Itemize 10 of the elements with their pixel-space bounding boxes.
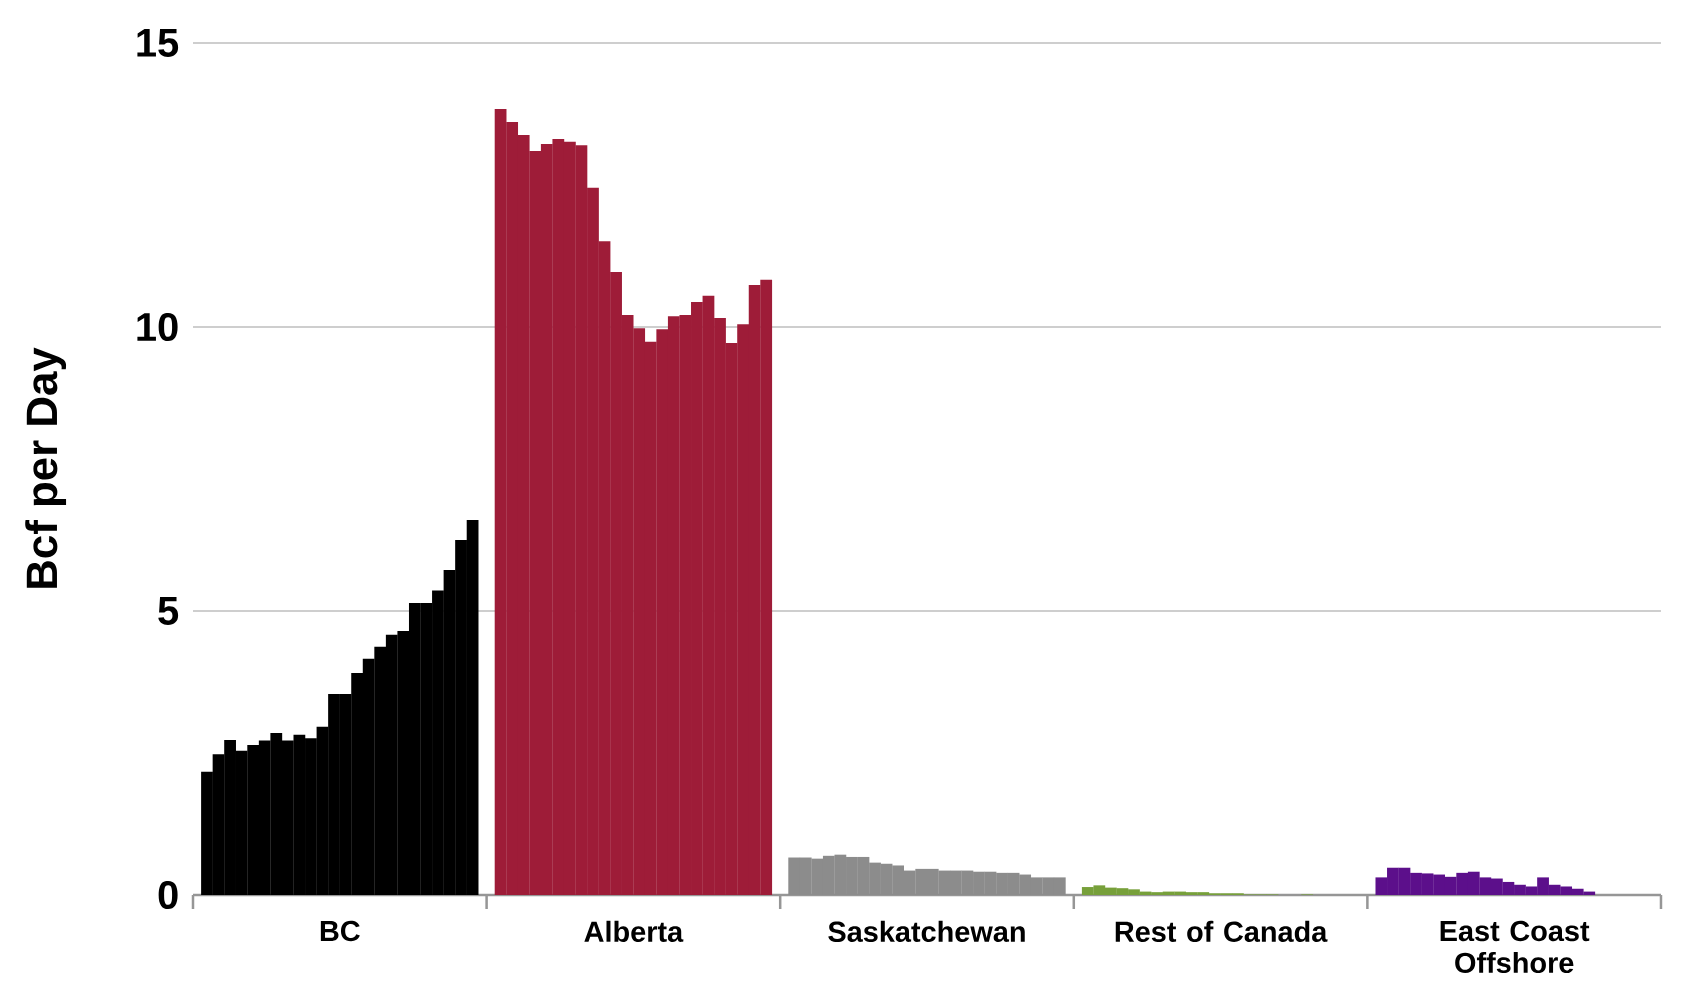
x-tick-label: Alberta (584, 920, 684, 942)
x-tick-label: East Coast Offshore (1440, 920, 1590, 974)
x-tick-label: Rest of Canada (1115, 920, 1328, 942)
y-axis-title: Bcf per Day (25, 347, 67, 588)
y-tick-label: 0 (158, 880, 178, 910)
y-tick-label: 15 (137, 29, 179, 57)
x-tick-label: BC (320, 920, 360, 942)
y-tick-label: 10 (137, 312, 178, 342)
y-tick-label: 5 (158, 597, 179, 625)
x-tick-label: Saskatchewan (828, 920, 1025, 942)
